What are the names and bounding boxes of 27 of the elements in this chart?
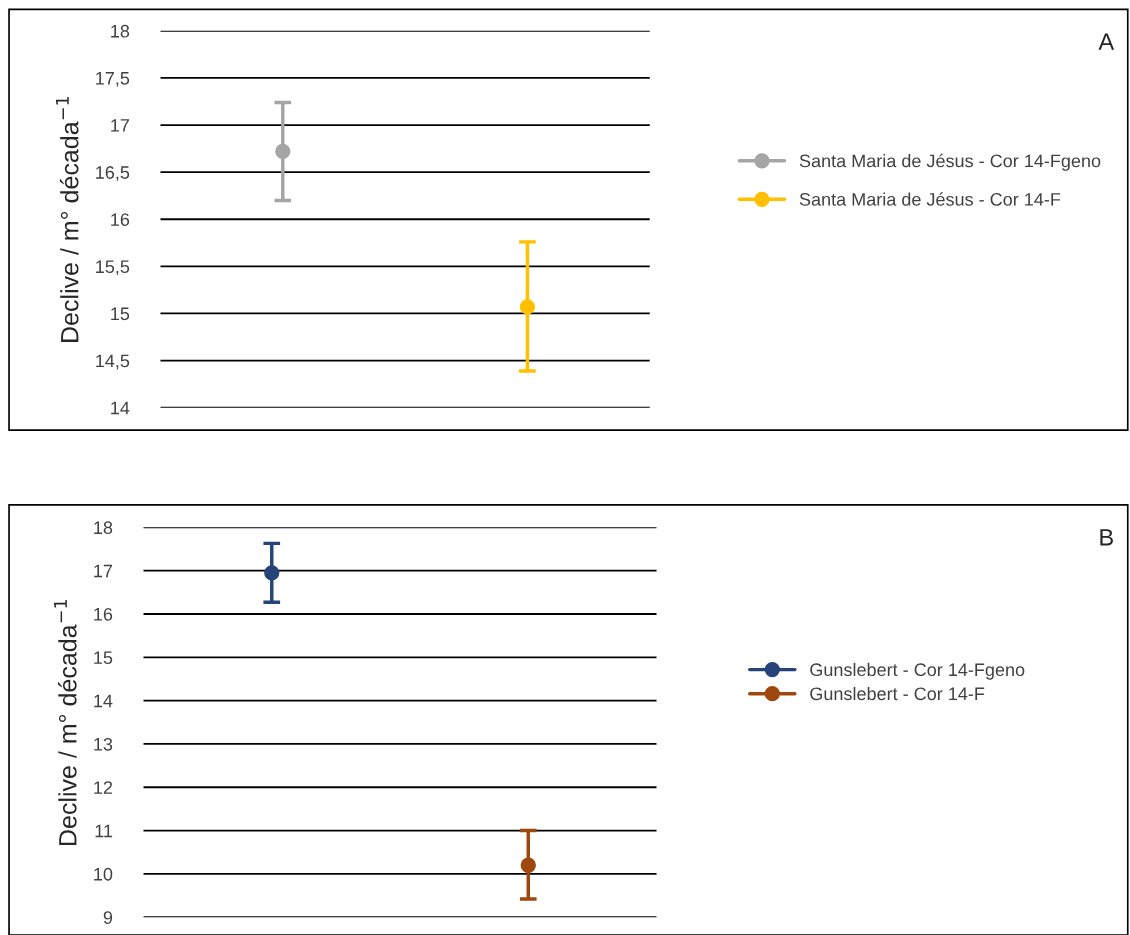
y-tick-label: 15,5 bbox=[96, 260, 130, 276]
text: A bbox=[1098, 33, 1115, 50]
y-tick-label: 17 bbox=[94, 564, 113, 578]
text: B bbox=[1100, 529, 1113, 546]
y-tick-label: 14 bbox=[94, 694, 113, 708]
y-tick-label: 16 bbox=[111, 213, 130, 226]
legend-label: Gunslebert - Cor 14-Fgeno bbox=[810, 662, 1025, 680]
y-tick-label: 10 bbox=[94, 867, 113, 881]
y-tick-label: 14,5 bbox=[96, 354, 130, 370]
y-tick-label: 9 bbox=[103, 911, 113, 924]
y-axis-title: Declive / m° década$^{−1}$ bbox=[55, 96, 79, 342]
y-tick-label: 15 bbox=[94, 651, 113, 665]
legend-label: Gunslebert - Cor 14-F bbox=[810, 686, 985, 701]
y-tick-label: 13 bbox=[94, 737, 113, 751]
y-tick-label: 15 bbox=[111, 307, 130, 321]
legend-label: Santa Maria de Jésus - Cor 14-Fgeno bbox=[799, 153, 1101, 171]
y-tick-label: 14 bbox=[111, 401, 130, 415]
y-tick-label: 18 bbox=[94, 521, 113, 535]
y-axis-title: Declive / m° década$^{−1}$ bbox=[54, 600, 77, 845]
y-tick-label: 16,5 bbox=[96, 166, 130, 182]
y-tick-label: 17 bbox=[111, 119, 129, 132]
y-tick-label: 17,5 bbox=[96, 72, 130, 87]
y-tick-label: 11 bbox=[95, 824, 113, 838]
y-tick-label: 18 bbox=[111, 24, 130, 38]
y-tick-label: 12 bbox=[94, 781, 113, 794]
legend-label: Santa Maria de Jésus - Cor 14-F bbox=[799, 192, 1061, 206]
y-tick-label: 16 bbox=[94, 607, 113, 621]
